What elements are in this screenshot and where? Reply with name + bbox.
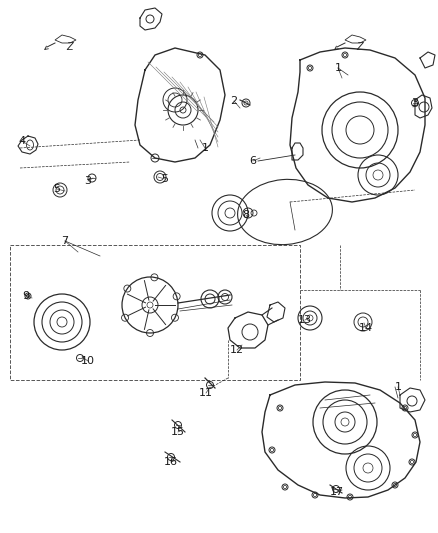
Text: 5: 5 bbox=[162, 174, 169, 184]
Text: 8: 8 bbox=[243, 210, 250, 220]
Text: 6: 6 bbox=[250, 156, 257, 166]
Text: 7: 7 bbox=[61, 236, 69, 246]
Text: 10: 10 bbox=[81, 356, 95, 366]
Text: 2: 2 bbox=[230, 96, 237, 106]
Text: 4: 4 bbox=[18, 136, 25, 146]
Text: 11: 11 bbox=[199, 388, 213, 398]
Text: 12: 12 bbox=[230, 345, 244, 355]
Text: 9: 9 bbox=[22, 291, 29, 301]
Text: 15: 15 bbox=[171, 427, 185, 437]
Text: 3: 3 bbox=[85, 176, 92, 186]
Text: 16: 16 bbox=[164, 457, 178, 467]
Text: 5: 5 bbox=[53, 184, 60, 194]
Text: Z: Z bbox=[67, 42, 73, 52]
Text: 14: 14 bbox=[359, 323, 373, 333]
Text: 1: 1 bbox=[335, 63, 342, 73]
Text: 17: 17 bbox=[330, 487, 344, 497]
Text: 13: 13 bbox=[298, 315, 312, 325]
Bar bbox=[10, 245, 300, 380]
Text: 1: 1 bbox=[201, 143, 208, 153]
Text: 3: 3 bbox=[411, 98, 418, 108]
Text: Z: Z bbox=[357, 42, 363, 52]
Text: 1: 1 bbox=[395, 382, 402, 392]
